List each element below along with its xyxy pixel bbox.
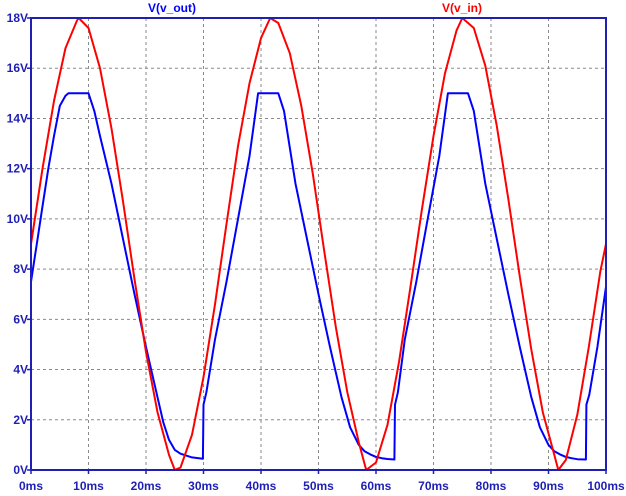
y-tick-label: 14V xyxy=(7,111,28,125)
y-tick-label: 6V xyxy=(13,312,28,326)
y-tick-label: 0V xyxy=(13,463,28,477)
y-tick-label: 2V xyxy=(13,413,28,427)
legend-v-in: V(v_in) xyxy=(442,1,482,15)
x-tick-label: 90ms xyxy=(533,479,564,493)
y-tick-label: 4V xyxy=(13,363,28,377)
x-tick-label: 50ms xyxy=(303,479,334,493)
y-tick-label: 12V xyxy=(7,162,28,176)
tick-labels: 0ms 10ms 20ms 30ms 40ms 50ms 60ms 70ms 80ms 90ms 1… xyxy=(7,11,625,493)
y-tick-label: 8V xyxy=(13,262,28,276)
y-tick-label: 16V xyxy=(7,61,28,75)
series-line-v-v-out xyxy=(30,92,607,461)
legend-v-out: V(v_out) xyxy=(148,1,196,15)
x-tick-label: 70ms xyxy=(418,479,449,493)
x-tick-label: 40ms xyxy=(246,479,277,493)
x-tick-label: 60ms xyxy=(361,479,392,493)
x-tick-label: 0ms xyxy=(19,479,43,493)
y-tick-label: 18V xyxy=(7,11,28,25)
y-tick-label: 10V xyxy=(7,212,28,226)
x-tick-label: 80ms xyxy=(476,479,507,493)
legend: V(v_out) V(v_in) xyxy=(148,1,482,15)
x-tick-label: 100ms xyxy=(587,479,625,493)
series-group xyxy=(30,17,607,471)
series-line-v-v-in xyxy=(30,17,607,471)
x-tick-label: 10ms xyxy=(73,479,104,493)
x-tick-label: 20ms xyxy=(131,479,162,493)
x-tick-label: 30ms xyxy=(188,479,219,493)
